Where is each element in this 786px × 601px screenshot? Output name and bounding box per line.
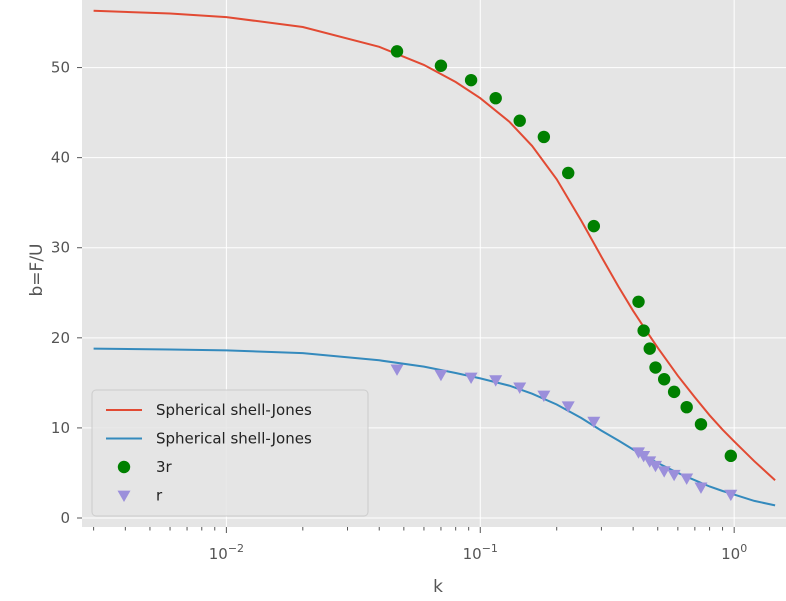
- data-point-3r: [632, 295, 645, 308]
- data-point-r: [694, 482, 708, 494]
- data-point-r: [434, 369, 448, 382]
- data-point-r: [587, 416, 601, 429]
- y-tick-label: 30: [51, 239, 70, 257]
- x-axis-label: k: [433, 577, 443, 597]
- legend-box: [91, 389, 369, 517]
- data-point-3r: [724, 449, 738, 463]
- data-point-r: [513, 382, 527, 394]
- legend-label: Spherical shell-Jones: [156, 401, 312, 419]
- data-point-r: [680, 473, 694, 485]
- legend-label: 3r: [156, 458, 173, 476]
- data-point-3r: [649, 361, 662, 374]
- data-point-3r: [587, 219, 601, 233]
- data-point-r: [657, 466, 671, 478]
- data-point-r: [390, 364, 404, 376]
- data-point-3r: [434, 59, 448, 72]
- legend-label: r: [156, 487, 163, 505]
- y-tick-label: 20: [51, 329, 70, 347]
- data-point-3r: [489, 91, 502, 105]
- legend-label: Spherical shell-Jones: [156, 430, 312, 448]
- data-point-3r: [643, 342, 656, 355]
- y-tick-label: 0: [60, 509, 70, 527]
- legend-circle-swatch: [117, 460, 131, 474]
- y-tick-label: 50: [51, 59, 70, 77]
- data-point-r: [724, 489, 738, 502]
- data-point-3r: [694, 418, 708, 431]
- data-point-3r: [537, 130, 551, 144]
- x-tick-label: 100: [721, 542, 747, 563]
- data-point-r: [667, 469, 681, 482]
- data-point-r: [464, 372, 478, 384]
- y-axis-label: b=F/U: [27, 244, 47, 297]
- legend: Spherical shell-Jones Spherical shell-Jon…: [91, 389, 369, 517]
- data-series: [93, 9, 776, 507]
- series-line: [93, 9, 776, 481]
- x-major-ticks: 10−2 10−1 100: [209, 527, 747, 563]
- data-point-3r: [464, 73, 478, 87]
- x-tick-label: 10−1: [463, 542, 498, 563]
- data-point-3r: [680, 400, 693, 414]
- data-point-r: [489, 375, 503, 387]
- series-line: [93, 347, 776, 507]
- data-point-3r: [637, 324, 650, 337]
- data-point-3r: [390, 45, 404, 58]
- data-point-r: [537, 390, 551, 402]
- x-minor-ticks: [93, 527, 724, 531]
- data-point-r: [561, 401, 575, 413]
- x-tick-label: 10−2: [209, 542, 244, 563]
- y-ticks: 0 10 20 30 40 50: [51, 59, 82, 527]
- data-point-3r: [657, 373, 671, 386]
- y-tick-label: 10: [51, 419, 70, 437]
- data-point-r: [649, 460, 663, 473]
- data-point-3r: [562, 166, 575, 180]
- data-point-3r: [667, 385, 681, 399]
- data-point-3r: [513, 114, 526, 127]
- legend-triangle-swatch: [117, 490, 131, 502]
- y-tick-label: 40: [51, 149, 70, 167]
